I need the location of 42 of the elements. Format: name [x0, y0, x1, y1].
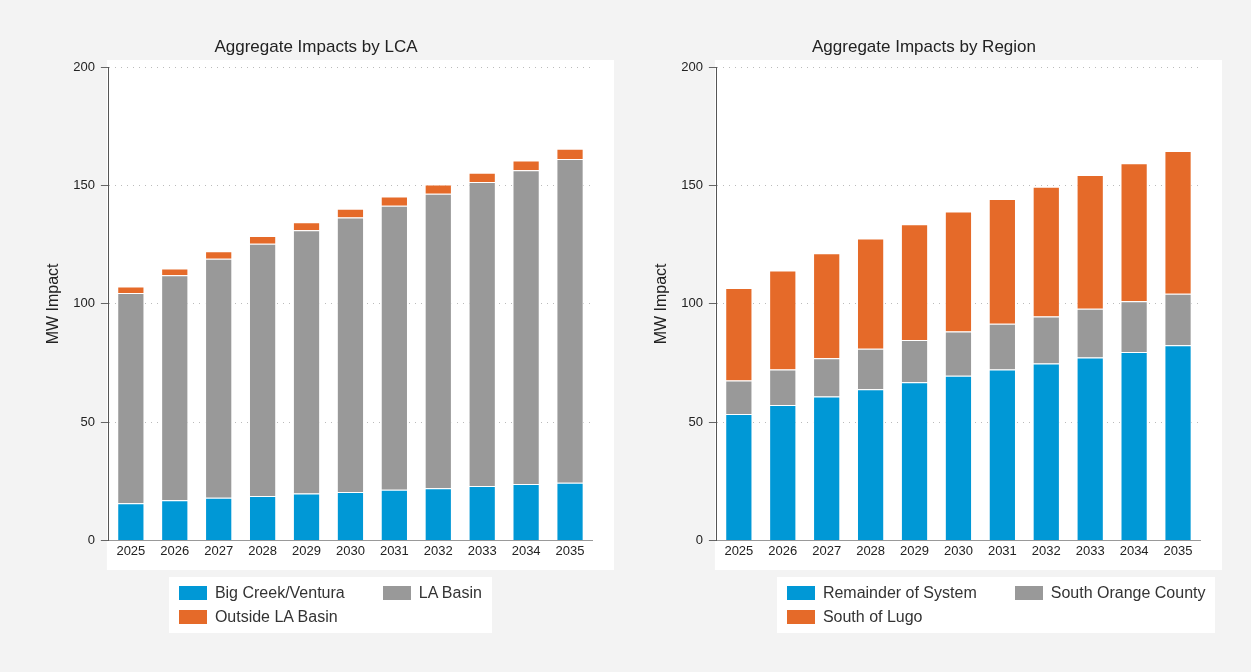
x-tick-label: 2030	[943, 542, 973, 558]
chart-title: Aggregate Impacts by Region	[812, 36, 1036, 56]
x-tick-label: 2035	[555, 542, 585, 558]
legend-label: South Orange County	[1050, 584, 1206, 602]
x-tick-label: 2025	[116, 542, 146, 558]
x-tick-label: 2034	[511, 542, 541, 558]
y-tick-label: 100	[73, 295, 95, 311]
y-tick-label: 0	[695, 531, 703, 547]
y-tick-label: 100	[681, 295, 703, 311]
legend-label: South of Lugo	[822, 608, 923, 626]
x-tick-label: 2029	[900, 542, 929, 558]
y-tick-label: 0	[87, 531, 95, 547]
x-tick-label: 2026	[768, 542, 798, 558]
x-tick-label: 2028	[248, 542, 278, 558]
x-tick-label: 2028	[856, 542, 886, 558]
y-tick-label: 150	[681, 177, 703, 193]
x-tick-label: 2030	[335, 542, 365, 558]
y-tick-label: 150	[73, 177, 95, 193]
y-tick-label: 200	[73, 58, 95, 74]
x-tick-label: 2031	[987, 542, 1017, 558]
y-tick-label: 50	[80, 413, 95, 429]
legend-label: Remainder of System	[822, 584, 977, 602]
x-tick-label: 2027	[812, 542, 842, 558]
y-axis-title: MW Impact	[652, 262, 670, 345]
x-tick-label: 2032	[423, 542, 453, 558]
x-tick-label: 2034	[1119, 542, 1149, 558]
x-tick-label: 2025	[724, 542, 754, 558]
x-tick-label: 2033	[1075, 542, 1105, 558]
legend-label: Outside LA Basin	[214, 608, 338, 626]
x-tick-label: 2035	[1163, 542, 1193, 558]
chart-title: Aggregate Impacts by LCA	[214, 36, 419, 56]
legend-label: Big Creek/Ventura	[214, 584, 345, 602]
x-tick-label: 2032	[1031, 542, 1061, 558]
y-tick-label: 50	[688, 413, 703, 429]
x-tick-label: 2027	[204, 542, 234, 558]
x-tick-label: 2033	[467, 542, 497, 558]
x-tick-label: 2029	[292, 542, 321, 558]
x-tick-label: 2026	[160, 542, 190, 558]
y-tick-label: 200	[681, 58, 703, 74]
y-axis-title: MW Impact	[44, 262, 62, 345]
legend-label: LA Basin	[418, 584, 482, 602]
x-tick-label: 2031	[379, 542, 409, 558]
